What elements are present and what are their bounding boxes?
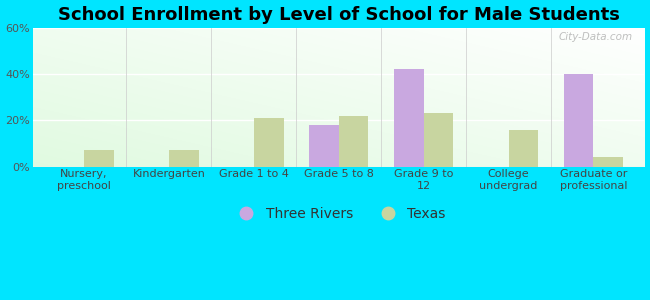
Bar xyxy=(169,150,199,167)
Bar xyxy=(424,113,454,167)
Text: City-Data.com: City-Data.com xyxy=(558,32,632,42)
Bar xyxy=(309,125,339,166)
Legend: Three Rivers, Texas: Three Rivers, Texas xyxy=(227,201,451,226)
Bar xyxy=(564,74,593,166)
Bar xyxy=(394,70,424,167)
Bar xyxy=(593,157,623,167)
Bar xyxy=(508,130,538,166)
Bar xyxy=(254,118,283,166)
Bar xyxy=(339,116,369,166)
Bar xyxy=(84,150,114,167)
Title: School Enrollment by Level of School for Male Students: School Enrollment by Level of School for… xyxy=(58,6,619,24)
